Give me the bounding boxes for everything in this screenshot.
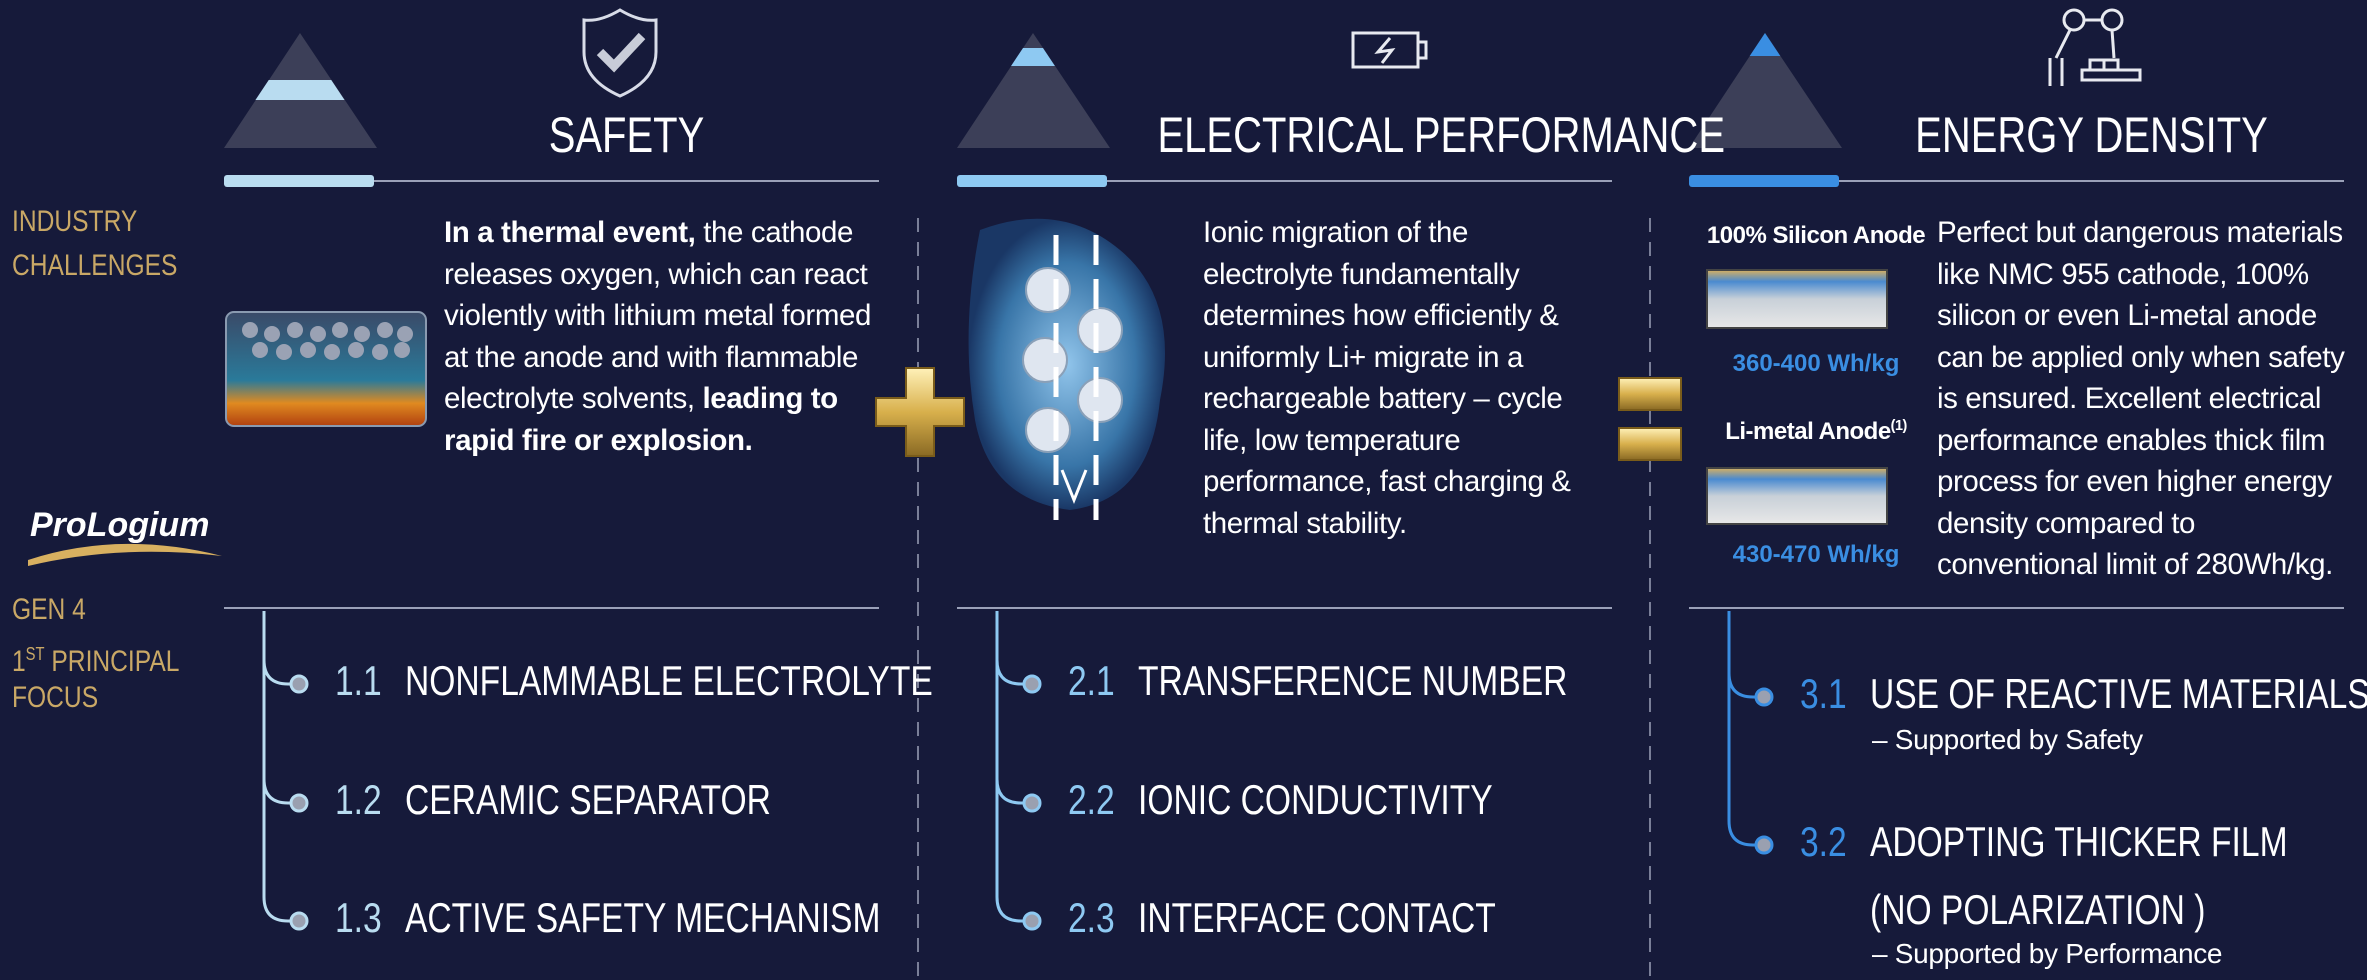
item-text: (NO POLARIZATION ): [1870, 886, 2206, 933]
focus-number: 1: [12, 645, 26, 678]
battery-icon: [1351, 31, 1428, 69]
ion-image: [968, 218, 1165, 520]
item-text: NONFLAMMABLE ELECTROLYTE: [405, 657, 933, 704]
bullet: [1022, 674, 1042, 694]
column-title: SAFETY: [548, 107, 705, 163]
anode-label: 100% Silicon Anode: [1696, 222, 1936, 250]
item-number: 1.1: [335, 657, 382, 704]
item-text: IONIC CONDUCTIVITY: [1138, 776, 1493, 823]
anode-name: 100% Silicon Anode: [1706, 222, 1926, 249]
item-text: CERAMIC SEPARATOR: [405, 776, 771, 823]
plus-sign: [875, 367, 965, 457]
description-part: Ionic migration of the electrolyte funda…: [1203, 216, 1571, 540]
tree-line: [1727, 611, 1755, 847]
anode-name: Li-metal Anode: [1725, 418, 1891, 445]
item-text: TRANSFERENCE NUMBER: [1138, 657, 1568, 704]
tree-line: [995, 611, 1023, 923]
cell-image: [1706, 269, 1888, 525]
description: Ionic migration of the electrolyte funda…: [1203, 212, 1583, 544]
focus-label: FOCUS: [12, 681, 99, 714]
item-number: 1.2: [335, 776, 382, 823]
description-part: the cathode releases oxygen, which can r…: [444, 216, 872, 415]
challenge-label: CHALLENGES: [12, 249, 178, 282]
bullet: [1022, 793, 1042, 813]
triangle: [957, 33, 1110, 148]
item-text: INTERFACE CONTACT: [1138, 894, 1496, 941]
column-title: ELECTRICAL PERFORMANCE: [1157, 107, 1726, 163]
item-text: USE OF REACTIVE MATERIALS: [1870, 670, 2367, 717]
triangle-band: [1749, 33, 1781, 56]
bullet: [289, 674, 309, 694]
triangle-band: [255, 80, 345, 100]
focus-rest: PRINCIPAL: [51, 645, 180, 678]
anode-label: Li-metal Anode(1): [1696, 418, 1936, 446]
item-note: – Supported by Safety: [1872, 724, 2143, 755]
column-title: ENERGY DENSITY: [1915, 107, 2268, 163]
header-highlight: [957, 175, 1107, 187]
item-note: – Supported by Performance: [1872, 938, 2223, 969]
robot-icon: [2048, 8, 2142, 86]
shield-icon: [582, 8, 658, 98]
challenge-label: INDUSTRY: [12, 205, 138, 238]
item-number: 2.1: [1068, 657, 1115, 704]
description: In a thermal event, the cathode releases…: [444, 212, 874, 461]
bullet: [1754, 835, 1774, 855]
item-number: 3.2: [1800, 818, 1847, 865]
focus-sup: ST: [25, 644, 45, 664]
header-highlight: [224, 175, 374, 187]
bullet: [1022, 911, 1042, 931]
anode-sup: (1): [1890, 418, 1908, 434]
focus-label: GEN 4: [12, 593, 86, 626]
anode-value: 430-470 Wh/kg: [1732, 541, 1900, 568]
item-text: ACTIVE SAFETY MECHANISM: [405, 894, 881, 941]
bullet: [289, 793, 309, 813]
header-highlight: [1689, 175, 1839, 187]
triangle-band: [1011, 48, 1055, 66]
description: Perfect but dangerous materials like NMC…: [1937, 212, 2347, 586]
equals-sign: [1618, 377, 1682, 461]
description-part: In a thermal event,: [444, 216, 696, 249]
description-part: leading to rapid fire or explosion.: [444, 382, 838, 457]
anode-value: 360-400 Wh/kg: [1732, 350, 1900, 377]
battery-image: [225, 311, 427, 427]
item-text: ADOPTING THICKER FILM: [1870, 818, 2288, 865]
logo-swoosh: [28, 543, 222, 566]
description-part: Perfect but dangerous materials like NMC…: [1937, 216, 2345, 581]
focus-label: 1ST PRINCIPAL: [12, 632, 179, 684]
item-number: 1.3: [335, 894, 382, 941]
bullet: [289, 911, 309, 931]
bullet: [1754, 687, 1774, 707]
item-number: 2.2: [1068, 776, 1115, 823]
tree-line: [262, 611, 290, 923]
logo: ProLogium: [30, 506, 210, 544]
item-number: 2.3: [1068, 894, 1115, 941]
item-number: 3.1: [1800, 670, 1847, 717]
triangle: [1689, 33, 1842, 148]
